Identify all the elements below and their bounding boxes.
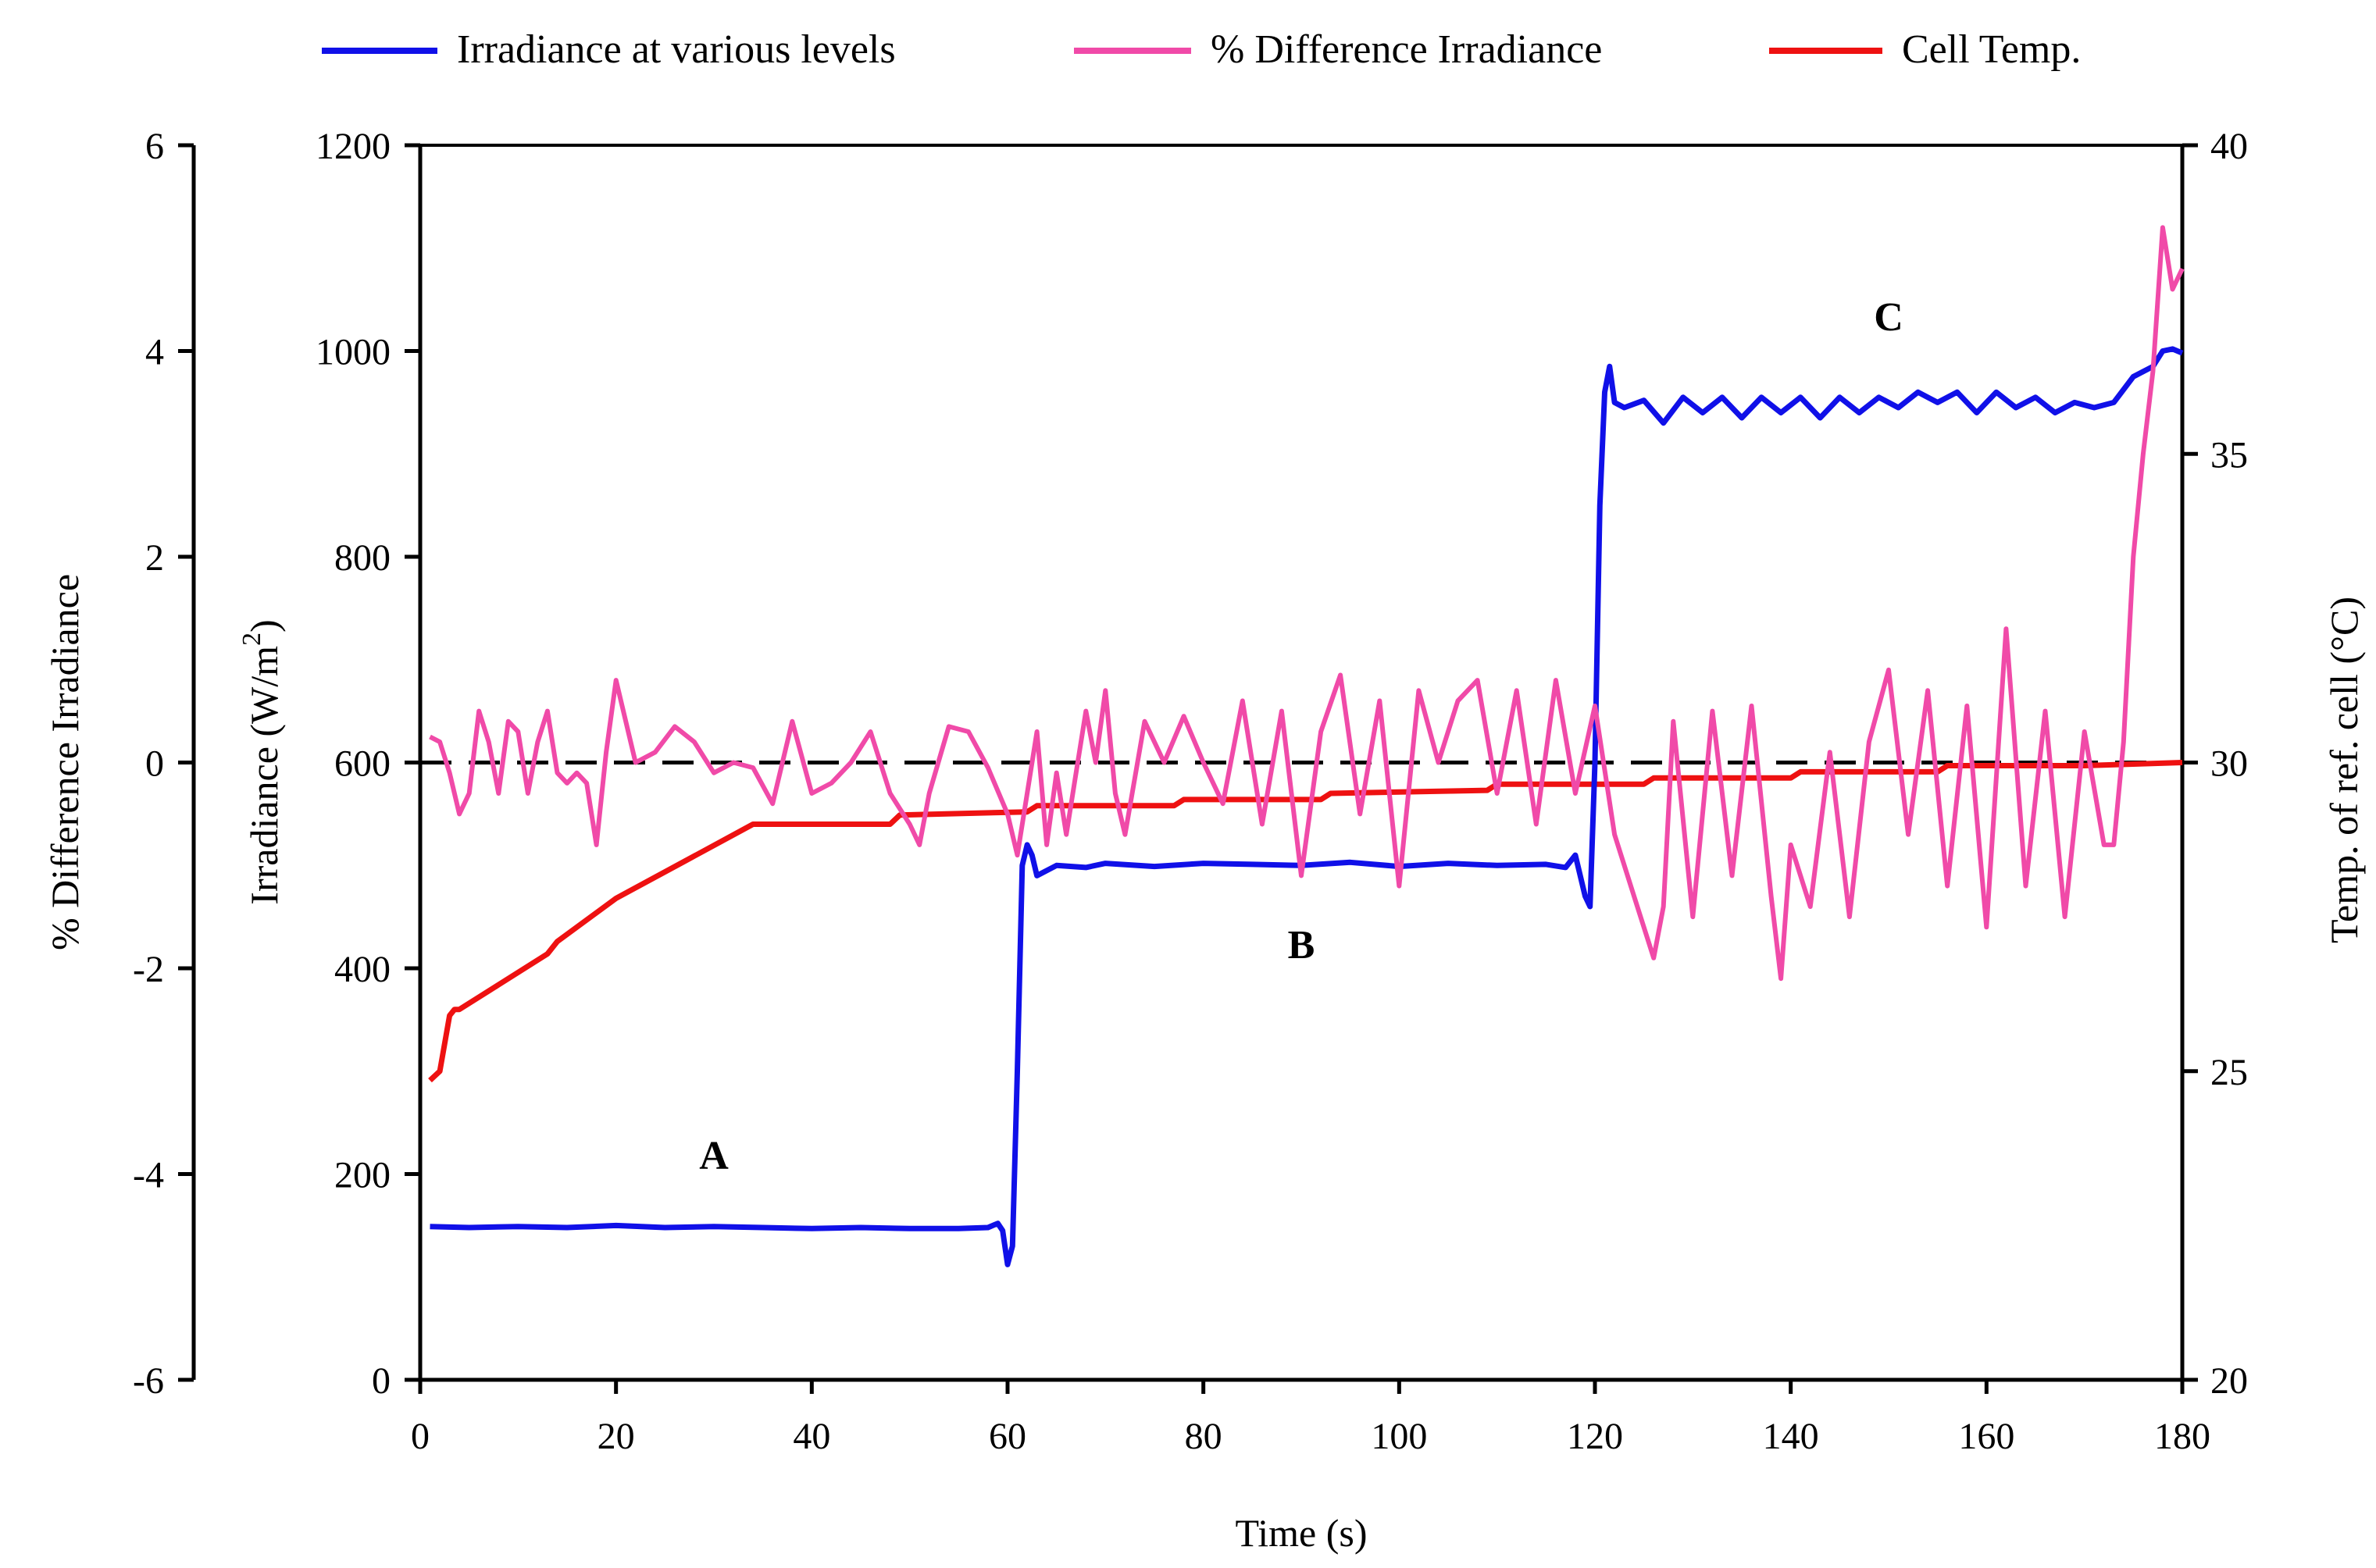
x-tick-label-6: 120	[1567, 1416, 1623, 1457]
irradiance-tick-label-3: 600	[334, 743, 391, 785]
x-tick-label-1: 20	[598, 1416, 635, 1457]
series-cell-temp-line	[428, 760, 2183, 1083]
legend: Irradiance at various levels % Differenc…	[322, 27, 2081, 72]
x-tick-label-4: 80	[1185, 1416, 1222, 1457]
temp-axis-title: Temp. of ref. cell (°C)	[2322, 597, 2366, 943]
irradiance-tick-label-1: 200	[334, 1155, 391, 1196]
irradiance-tick-label-5: 1000	[316, 332, 391, 373]
irradiance-ticks: 0 200 400 600 800 1000 1200	[316, 126, 420, 1402]
temp-tick-label-1: 25	[2210, 1052, 2248, 1093]
x-tick-label-3: 60	[989, 1416, 1026, 1457]
series-percent-difference-line	[429, 225, 2185, 982]
x-ticks: 0 20 40 60 80 100 120 140 160 180	[411, 1380, 2210, 1457]
percent-tick-label-4: 2	[145, 537, 164, 579]
irradiance-axis-title: Irradiance (W/m2)	[237, 619, 286, 904]
legend-label-percent: % Difference Irradiance	[1211, 27, 1602, 72]
percent-tick-label-0: -6	[133, 1360, 164, 1402]
annotation-b: B	[1288, 923, 1315, 968]
temp-ticks: 20 25 30 35 40	[2182, 126, 2248, 1402]
series-irradiance-line	[430, 346, 2184, 1267]
x-tick-label-2: 40	[793, 1416, 830, 1457]
temp-tick-label-3: 35	[2210, 434, 2248, 476]
irradiance-tick-label-6: 1200	[316, 126, 391, 167]
irradiance-axis-title-main: Irradiance (W/m	[242, 646, 286, 905]
temp-tick-label-2: 30	[2210, 743, 2248, 785]
x-tick-label-9: 180	[2154, 1416, 2210, 1457]
percent-ticks: -6 -4 -2 0 2 4 6	[133, 126, 194, 1402]
irradiance-tick-label-0: 0	[372, 1360, 391, 1402]
percent-tick-label-6: 6	[145, 126, 164, 167]
x-tick-label-5: 100	[1371, 1416, 1427, 1457]
annotation-a: A	[699, 1134, 729, 1178]
annotation-c: C	[1874, 295, 1903, 340]
irradiance-axis-title-sup: 2	[237, 633, 266, 646]
x-tick-label-7: 140	[1763, 1416, 1819, 1457]
percent-tick-label-1: -4	[133, 1155, 164, 1196]
percent-tick-label-3: 0	[145, 743, 164, 785]
percent-tick-label-2: -2	[133, 949, 164, 990]
percent-axis-title: % Difference Irradiance	[43, 574, 87, 950]
irradiance-tick-label-4: 800	[334, 537, 391, 579]
irradiance-tick-label-2: 400	[334, 949, 391, 990]
temp-tick-label-0: 20	[2210, 1360, 2248, 1402]
x-tick-label-8: 160	[1958, 1416, 2014, 1457]
x-tick-label-0: 0	[411, 1416, 430, 1457]
percent-tick-label-5: 4	[145, 332, 164, 373]
legend-label-irradiance: Irradiance at various levels	[457, 27, 896, 72]
legend-label-temp: Cell Temp.	[1902, 27, 2081, 72]
x-axis-title: Time (s)	[1235, 1511, 1367, 1555]
irradiance-axis-title-close: )	[242, 619, 286, 633]
temp-tick-label-4: 40	[2210, 126, 2248, 167]
